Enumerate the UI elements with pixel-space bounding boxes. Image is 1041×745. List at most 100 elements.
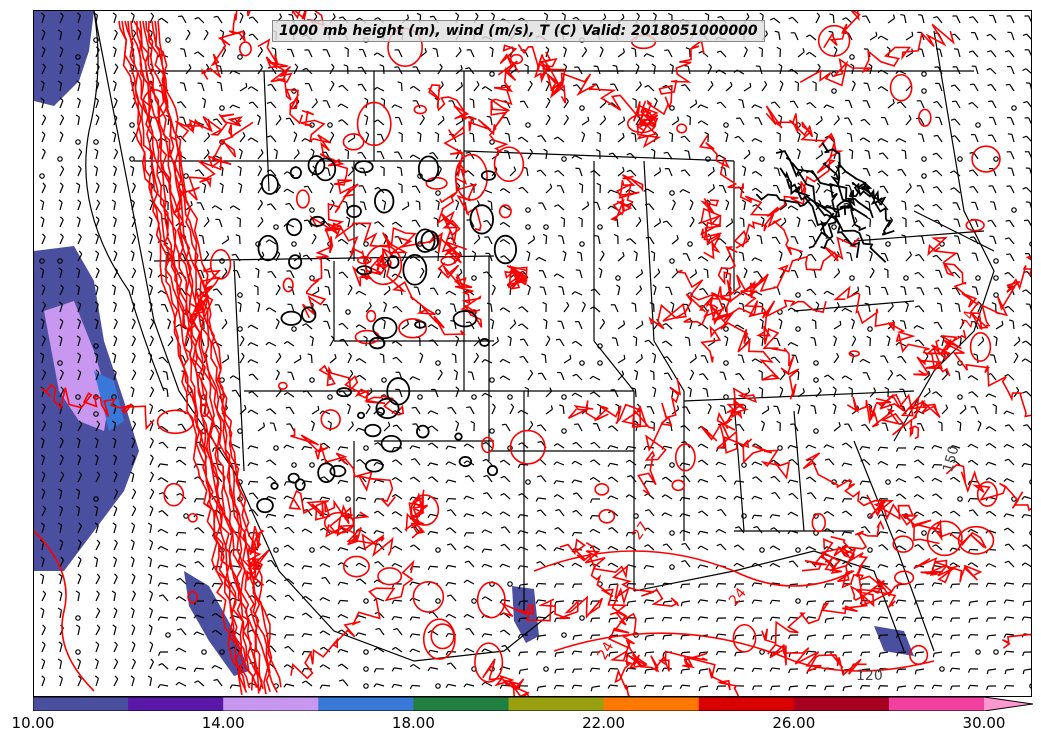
wind-barb <box>431 425 439 432</box>
wind-barb-flag <box>259 63 264 68</box>
wind-barb <box>95 610 101 619</box>
wind-barb <box>521 136 529 143</box>
wind-barb <box>671 202 676 211</box>
temperature-contour-loop <box>732 623 757 653</box>
wind-barb <box>915 651 925 654</box>
temperature-contour-loop <box>893 570 915 585</box>
wind-barb <box>833 118 840 126</box>
wind-barb-flag <box>769 600 773 605</box>
wind-barb <box>771 582 781 585</box>
temperature-contour <box>443 125 482 232</box>
wind-barb-flag <box>380 165 385 169</box>
wind-barb <box>131 593 136 602</box>
wind-barb-flag <box>206 149 210 154</box>
wind-barb-flag <box>310 420 315 424</box>
wind-barb <box>275 118 282 126</box>
wind-barb <box>77 457 82 466</box>
wind-barb-flag <box>247 629 253 633</box>
wind-barb-flag <box>319 684 323 689</box>
wind-barb-flag <box>211 447 215 452</box>
wind-barb <box>592 685 601 688</box>
wind-barb-flag <box>985 563 990 567</box>
calm-wind-circle <box>669 190 675 196</box>
wind-barb-flag <box>961 318 965 323</box>
wind-barb <box>905 304 909 313</box>
wind-barb <box>545 235 548 245</box>
wind-barb <box>901 169 907 177</box>
wind-barb-flag <box>40 12 45 16</box>
wind-barb-flag <box>715 583 719 588</box>
wind-barb-flag <box>841 171 846 175</box>
wind-barb <box>920 423 925 432</box>
wind-barb <box>341 84 349 92</box>
wind-barb <box>216 118 223 126</box>
temperature-contour <box>41 383 155 431</box>
wind-barb-flag <box>40 80 45 84</box>
wind-barb-flag <box>445 479 449 484</box>
wind-barb <box>95 253 100 262</box>
height-contour-loop <box>288 254 303 270</box>
wind-barb-flag <box>211 665 216 669</box>
wind-barb <box>149 525 153 534</box>
wind-barb-flag <box>482 441 487 445</box>
wind-barb <box>164 185 169 194</box>
wind-barb-flag <box>519 100 525 103</box>
wind-barb <box>609 651 619 654</box>
wind-barb-flag <box>1017 336 1021 341</box>
wind-barb-flag <box>277 284 281 289</box>
wind-barb <box>250 137 259 143</box>
wind-barb <box>916 494 925 500</box>
wind-barb-flag <box>842 635 845 640</box>
wind-barb <box>850 133 853 143</box>
wind-barb-flag <box>776 131 781 135</box>
wind-barb-flag <box>78 522 82 527</box>
wind-barb <box>59 525 63 534</box>
wind-barb <box>647 85 655 92</box>
wind-barb <box>701 323 709 330</box>
wind-barb-flag <box>968 509 974 512</box>
calm-wind-circle <box>723 360 729 366</box>
wind-barb-flag <box>95 250 99 254</box>
wind-barb <box>149 270 153 279</box>
wind-barb <box>287 391 295 398</box>
wind-barb <box>380 151 385 160</box>
wind-barb-flag <box>746 12 750 18</box>
wind-barb <box>826 496 835 500</box>
wind-barb-flag <box>553 273 558 277</box>
wind-barb <box>131 627 136 636</box>
wind-barb <box>59 236 64 245</box>
wind-barb-flag <box>931 616 935 621</box>
wind-barb <box>717 599 727 602</box>
wind-barb <box>448 290 457 296</box>
wind-barb-flag <box>950 187 955 191</box>
wind-barb <box>1024 495 1031 500</box>
wind-barb-flag <box>337 446 341 451</box>
wind-barb <box>77 32 82 41</box>
wind-barb <box>41 406 46 415</box>
wind-barb <box>593 459 601 466</box>
wind-barb-flag <box>589 498 593 503</box>
wind-barb-flag <box>148 233 153 237</box>
wind-barb-flag <box>895 529 900 534</box>
wind-barb <box>881 170 889 177</box>
wind-barb <box>195 582 205 585</box>
wind-barb <box>594 288 601 296</box>
wind-barb <box>797 151 801 160</box>
wind-barb <box>113 355 117 364</box>
wind-barb-flag <box>565 114 569 119</box>
wind-barb-flag <box>868 63 873 67</box>
wind-barb <box>557 136 565 143</box>
wind-barb <box>400 167 403 177</box>
wind-barb <box>177 446 187 449</box>
wind-barb-flag <box>176 577 181 581</box>
wind-barb <box>666 356 673 364</box>
wind-barb-flag <box>235 234 240 237</box>
wind-barb <box>41 576 45 585</box>
wind-barb-flag <box>283 391 288 396</box>
wind-barb-flag <box>589 515 593 520</box>
wind-barb <box>666 543 673 551</box>
wind-barb-flag <box>518 618 521 623</box>
wind-barb <box>239 303 242 313</box>
wind-barb-flag <box>373 510 379 514</box>
wind-barb-flag <box>843 202 848 205</box>
